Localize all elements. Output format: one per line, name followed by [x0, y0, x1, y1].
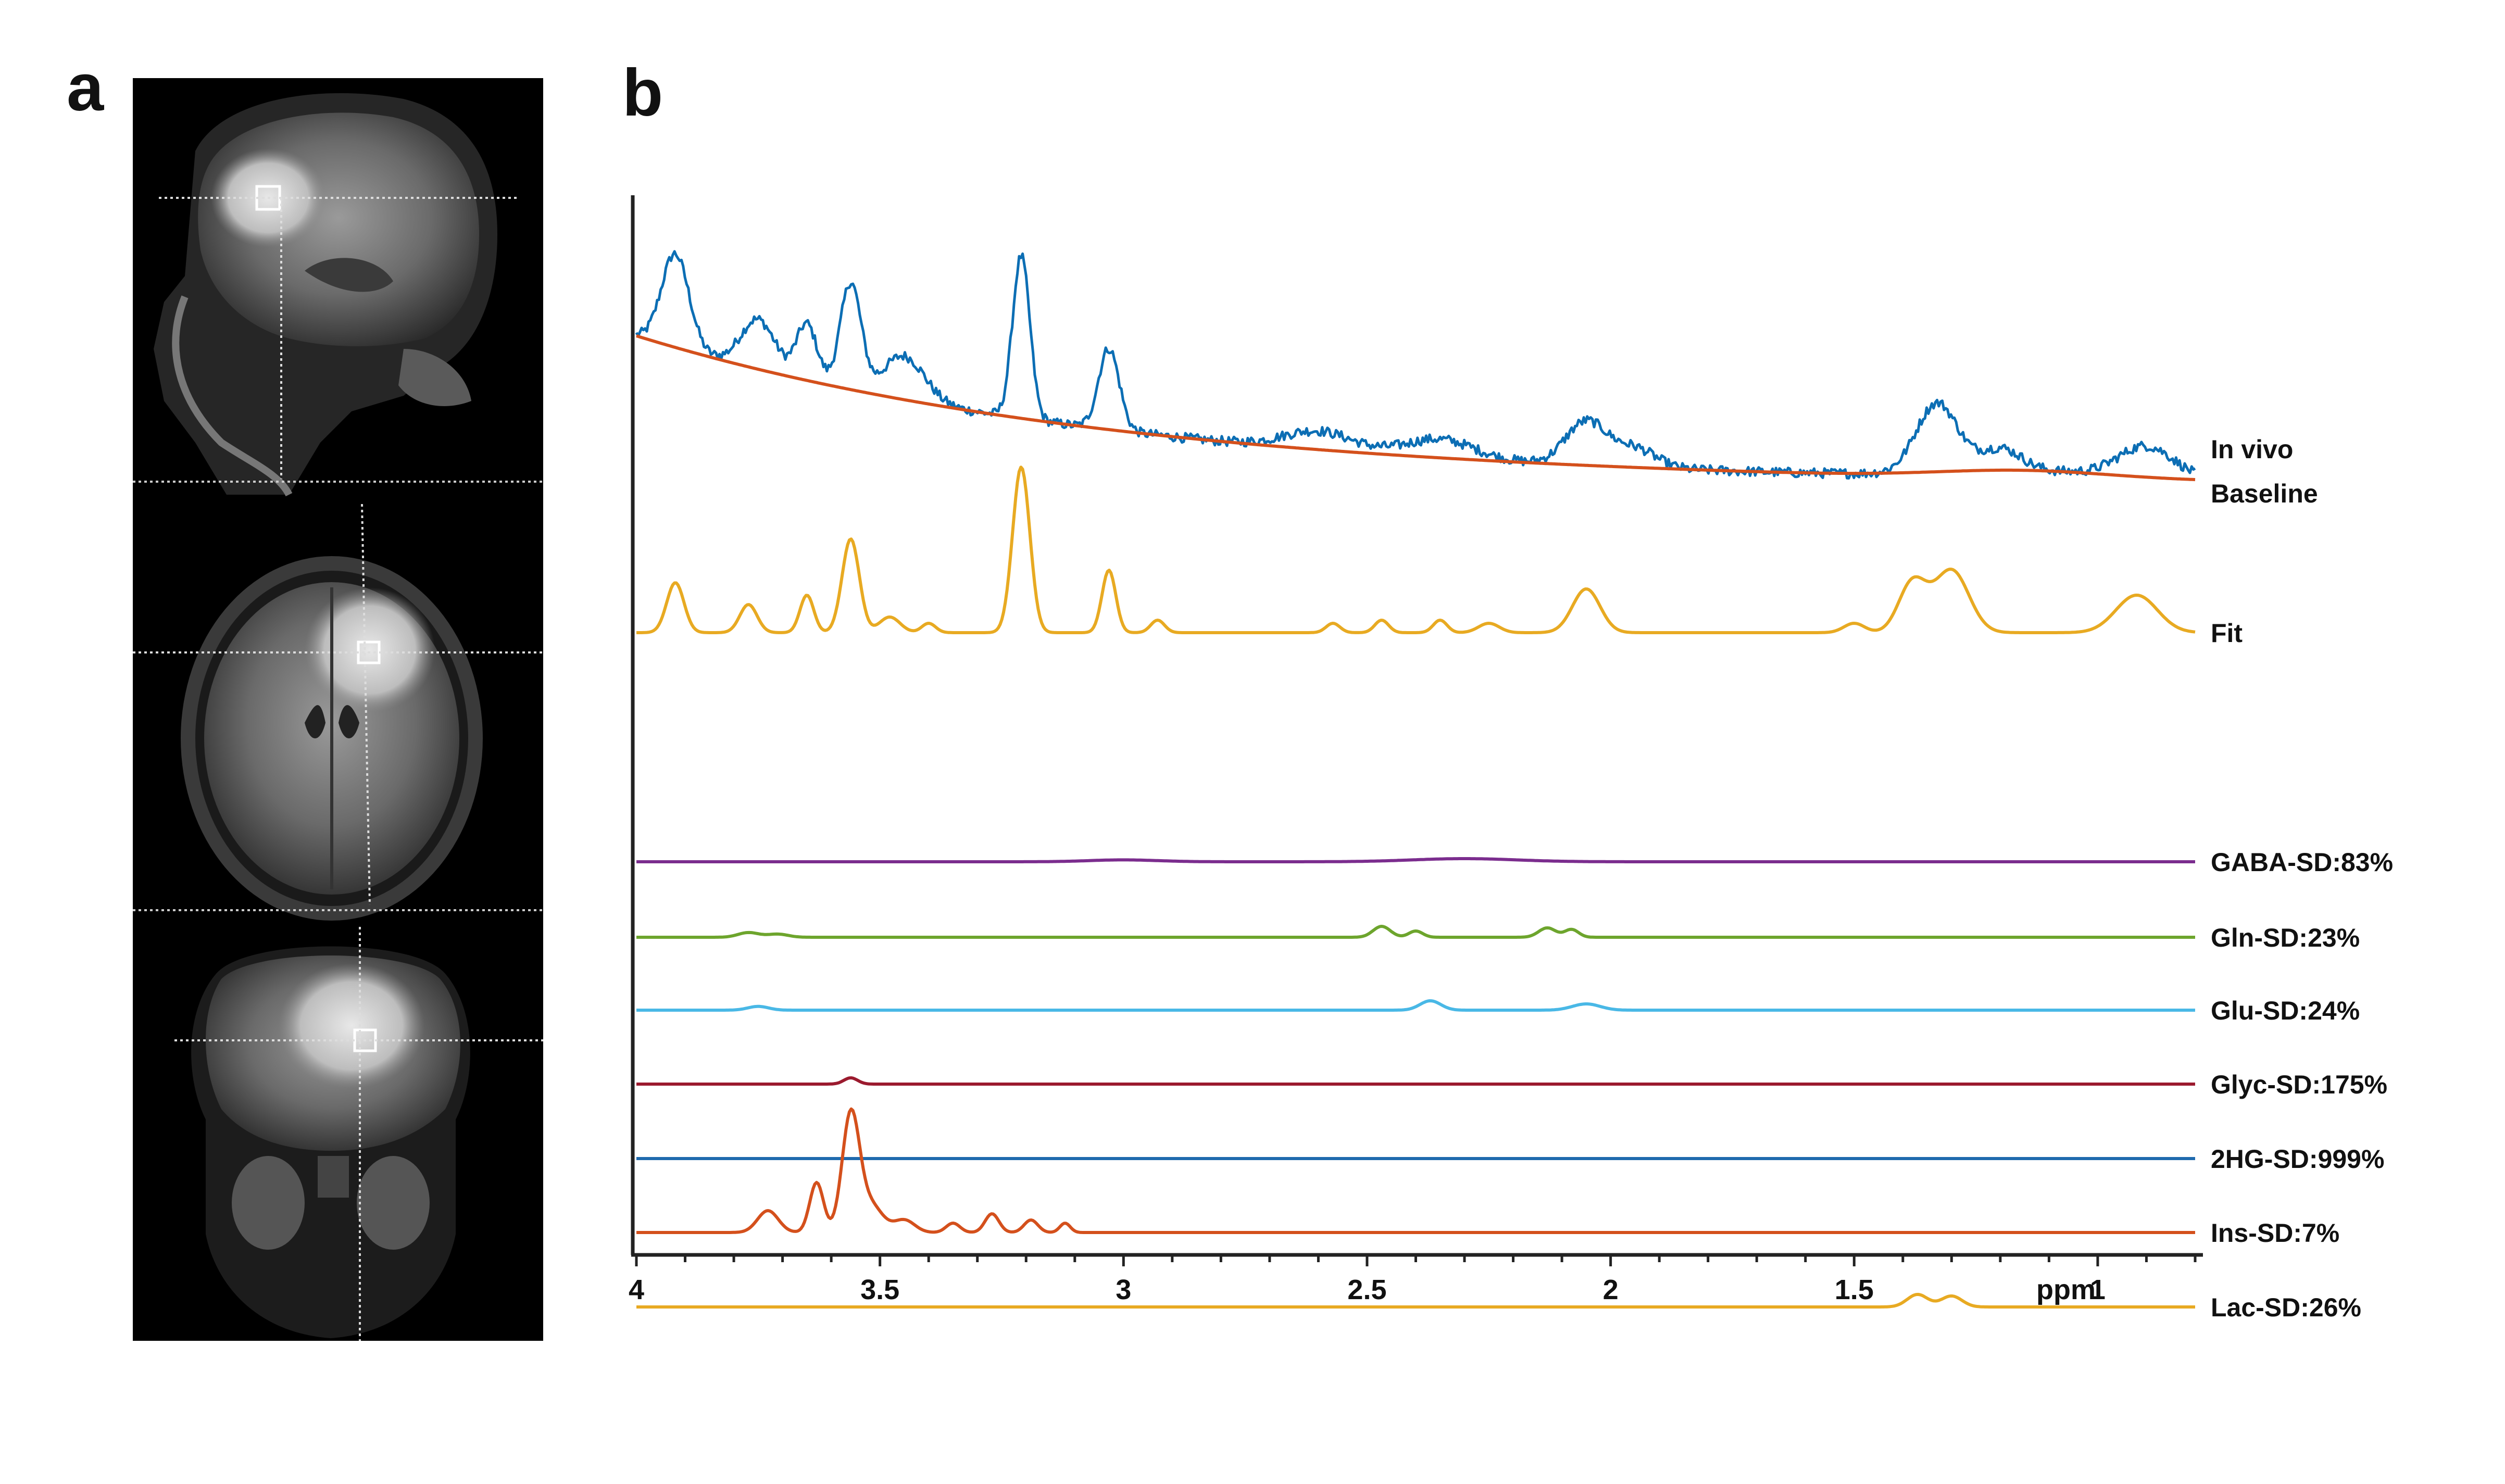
- series-line-fit: [636, 466, 2196, 634]
- series-line-gln-sd-23: [636, 925, 2195, 939]
- series-line-glyc-sd-175: [636, 1076, 2195, 1086]
- series-label-glu-sd-24: Glu-SD:24%: [2211, 996, 2360, 1025]
- x-tick-label: 2: [1603, 1274, 1619, 1305]
- x-axis-ticks: 4 3.5 3 2.5 2 1.5 1: [629, 1255, 2197, 1305]
- mri-coronal-view: [174, 927, 543, 1341]
- mri-localizer-panel: [133, 78, 543, 1341]
- series-label-gaba-sd-83: GABA-SD:83%: [2211, 848, 2393, 877]
- mri-sagittal-view: [133, 93, 543, 497]
- series-line-glu-sd-24: [636, 999, 2195, 1012]
- x-tick-label: 4: [629, 1274, 644, 1305]
- x-tick-label: 3.5: [860, 1274, 899, 1305]
- series-label-in-vivo: In vivo: [2211, 435, 2293, 464]
- series-label-lac-sd-26: Lac-SD:26%: [2211, 1293, 2361, 1322]
- series-line-gaba-sd-83: [636, 857, 2195, 863]
- x-tick-label: 1.5: [1835, 1274, 1874, 1305]
- x-tick-label: 3: [1116, 1274, 1131, 1305]
- series-label-2hg-sd-999: 2HG-SD:999%: [2211, 1145, 2384, 1174]
- series-line-lac-sd-26: [636, 1292, 2195, 1309]
- series-line-baseline: [636, 334, 2196, 482]
- series-label-ins-sd-7: Ins-SD:7%: [2211, 1218, 2339, 1248]
- series-label-layer: In vivo Baseline Fit GABA-SD:83% Gln-SD:23% G…: [2211, 435, 2393, 1322]
- panel-label-b: b: [622, 56, 663, 130]
- x-tick-label: 1: [2090, 1274, 2106, 1305]
- panel-label-a: a: [67, 51, 104, 125]
- series-label-baseline: Baseline: [2211, 479, 2318, 508]
- x-axis-title: ppm: [2036, 1274, 2096, 1305]
- series-line-ins-sd-7: [636, 1107, 2195, 1234]
- x-tick-label: 2.5: [1347, 1274, 1386, 1305]
- series-label-fit: Fit: [2211, 619, 2243, 648]
- series-label-glyc-sd-175: Glyc-SD:175%: [2211, 1070, 2387, 1099]
- series-line-in-vivo: [635, 250, 2196, 480]
- series-layer: [635, 250, 2196, 1309]
- mri-axial-view: [133, 504, 543, 921]
- series-label-gln-sd-23: Gln-SD:23%: [2211, 923, 2360, 952]
